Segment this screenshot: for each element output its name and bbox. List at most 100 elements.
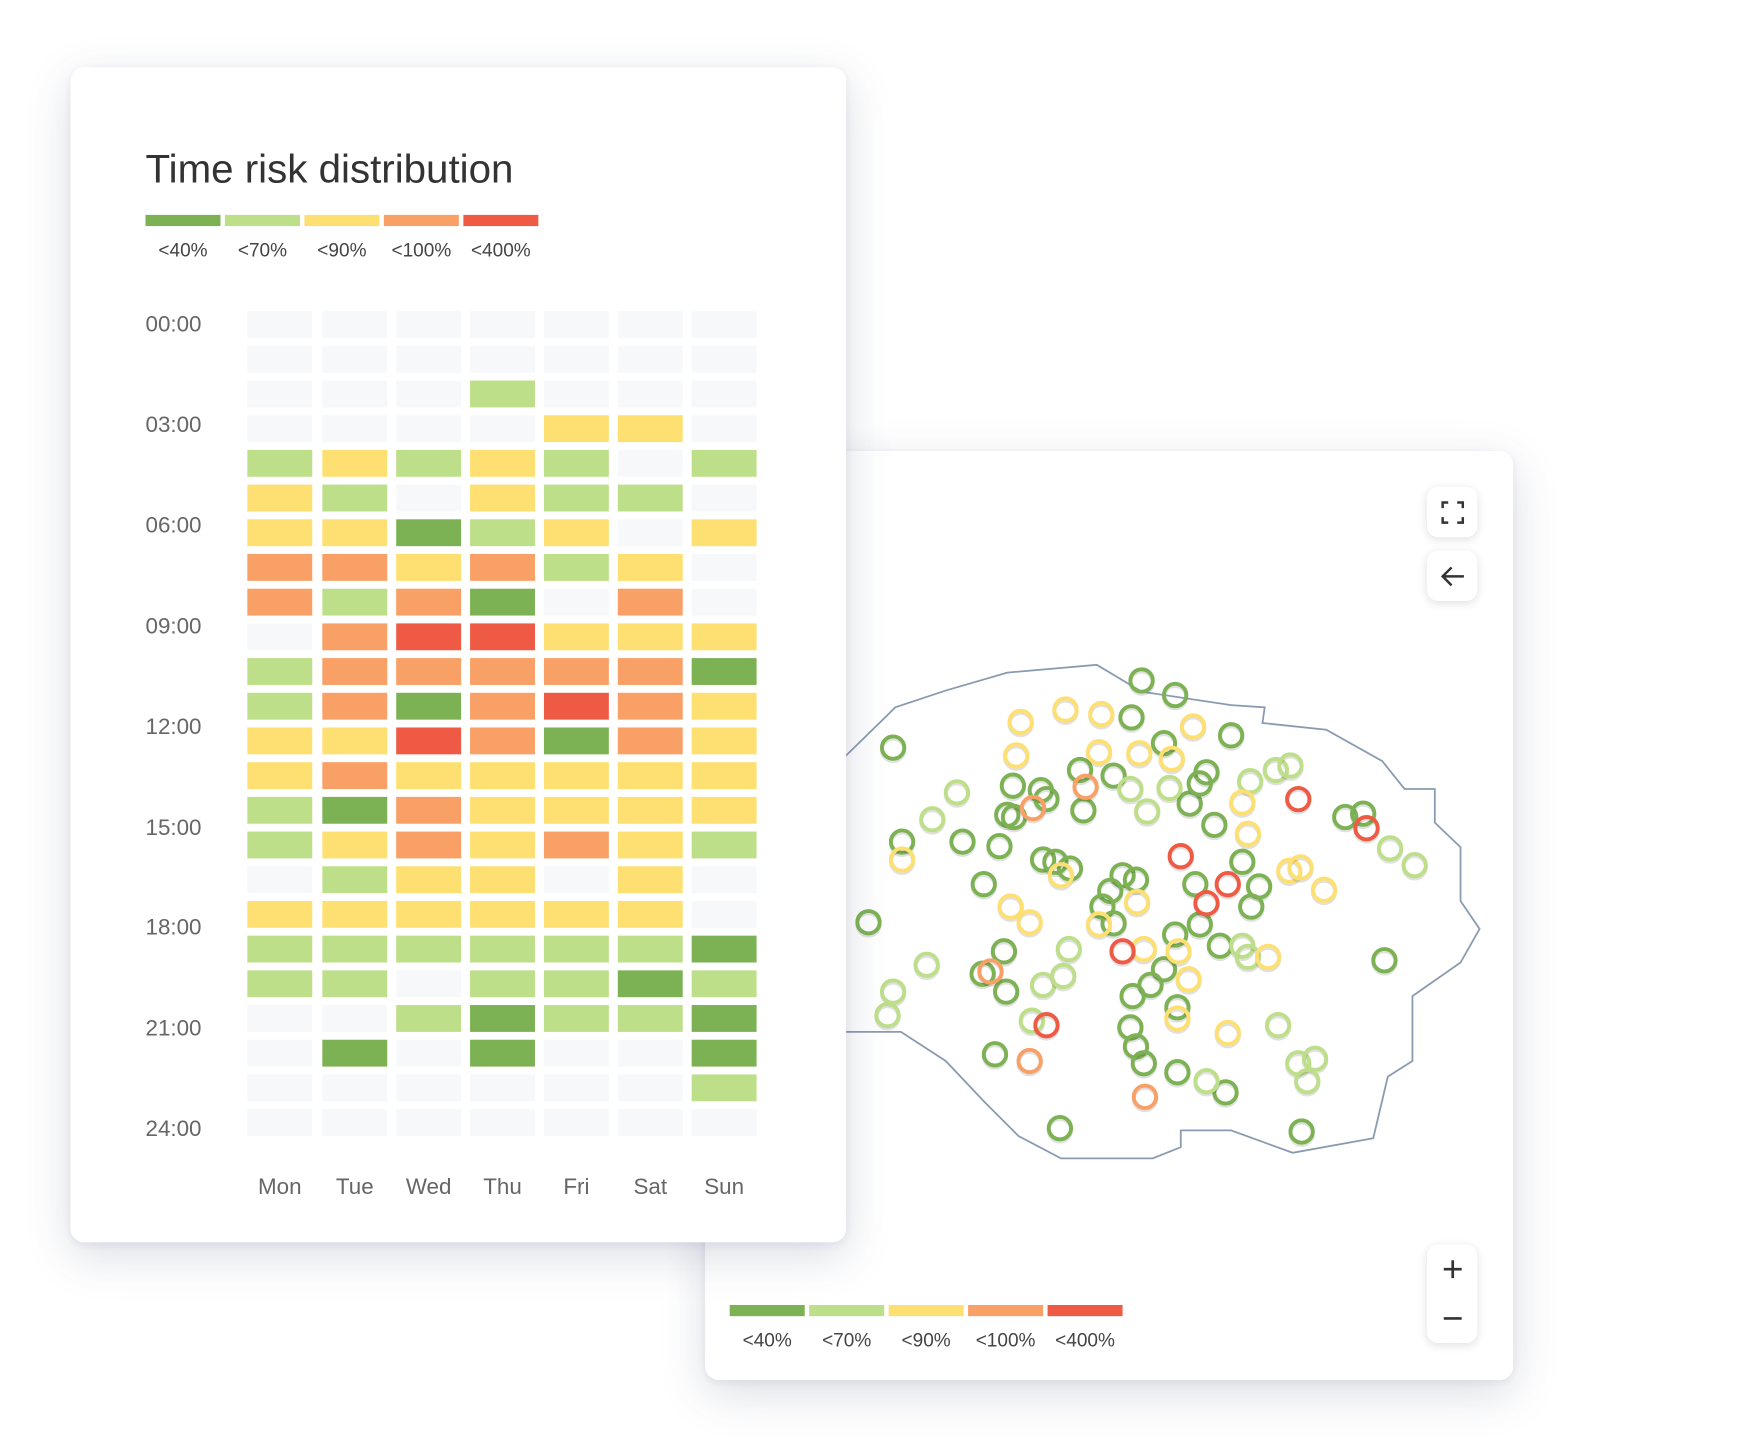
risk-point[interactable] xyxy=(1118,704,1145,731)
heatmap-cell[interactable] xyxy=(617,519,683,547)
risk-point[interactable] xyxy=(1097,877,1124,905)
heatmap-cell[interactable] xyxy=(617,831,683,859)
risk-point[interactable] xyxy=(993,978,1020,1005)
risk-point[interactable] xyxy=(1214,871,1241,898)
heatmap-cell[interactable] xyxy=(322,519,388,547)
fullscreen-button[interactable] xyxy=(1426,486,1478,538)
risk-point[interactable] xyxy=(1033,1012,1060,1039)
heatmap-cell[interactable] xyxy=(396,623,462,651)
heatmap-cell[interactable] xyxy=(396,554,462,581)
heatmap-cell[interactable] xyxy=(247,727,313,755)
risk-point[interactable] xyxy=(1401,851,1428,879)
heatmap-cell[interactable] xyxy=(470,831,535,859)
heatmap-cell[interactable] xyxy=(691,658,757,685)
risk-point[interactable] xyxy=(1310,876,1338,903)
heatmap-cell[interactable] xyxy=(617,762,683,790)
heatmap-cell[interactable] xyxy=(396,1005,462,1032)
risk-point[interactable] xyxy=(1201,811,1228,839)
risk-point[interactable] xyxy=(1285,785,1312,813)
heatmap-cell[interactable] xyxy=(322,449,388,477)
heatmap-cell[interactable] xyxy=(617,623,683,651)
risk-point[interactable] xyxy=(1350,800,1377,827)
heatmap-cell[interactable] xyxy=(470,554,535,581)
risk-point[interactable] xyxy=(1294,1067,1321,1095)
heatmap-cell[interactable] xyxy=(691,935,757,963)
risk-point[interactable] xyxy=(879,734,907,761)
heatmap-cell[interactable] xyxy=(617,658,683,685)
risk-point[interactable] xyxy=(1288,1118,1315,1145)
heatmap-cell[interactable] xyxy=(247,415,313,443)
heatmap-cell[interactable] xyxy=(247,900,313,928)
heatmap-cell[interactable] xyxy=(322,796,388,824)
heatmap-cell[interactable] xyxy=(617,449,683,477)
risk-point[interactable] xyxy=(1164,1059,1191,1086)
heatmap-cell[interactable] xyxy=(617,970,683,998)
heatmap-cell[interactable] xyxy=(470,1039,535,1067)
zoom-in-button[interactable] xyxy=(1427,1245,1477,1294)
risk-point[interactable] xyxy=(1029,846,1057,873)
heatmap-cell[interactable] xyxy=(247,380,313,408)
risk-point[interactable] xyxy=(1131,1083,1159,1110)
heatmap-cell[interactable] xyxy=(322,727,388,755)
heatmap-cell[interactable] xyxy=(543,796,609,824)
risk-point[interactable] xyxy=(986,832,1013,860)
heatmap-cell[interactable] xyxy=(543,762,609,790)
heatmap-cell[interactable] xyxy=(617,588,683,616)
heatmap-cell[interactable] xyxy=(543,970,609,998)
risk-point[interactable] xyxy=(1212,1079,1239,1106)
heatmap-cell[interactable] xyxy=(396,345,462,373)
risk-point[interactable] xyxy=(1371,947,1398,974)
heatmap-cell[interactable] xyxy=(396,866,462,894)
heatmap-cell[interactable] xyxy=(396,692,462,720)
heatmap-cell[interactable] xyxy=(396,484,462,512)
risk-point[interactable] xyxy=(981,1041,1009,1068)
heatmap-cell[interactable] xyxy=(322,311,388,338)
heatmap-cell[interactable] xyxy=(247,831,313,859)
risk-point[interactable] xyxy=(1085,738,1113,766)
heatmap-cell[interactable] xyxy=(691,449,757,477)
heatmap-cell[interactable] xyxy=(247,519,313,547)
risk-point[interactable] xyxy=(1301,1045,1329,1072)
risk-point[interactable] xyxy=(1050,962,1077,990)
risk-point[interactable] xyxy=(1182,871,1209,898)
heatmap-cell[interactable] xyxy=(691,623,757,651)
risk-point[interactable] xyxy=(1003,742,1030,769)
risk-point[interactable] xyxy=(977,958,1004,985)
risk-point[interactable] xyxy=(888,846,916,873)
risk-point[interactable] xyxy=(1217,722,1245,749)
heatmap-cell[interactable] xyxy=(691,727,757,755)
risk-point[interactable] xyxy=(1229,789,1256,816)
risk-point[interactable] xyxy=(1277,752,1304,779)
risk-point[interactable] xyxy=(1193,1067,1220,1095)
heatmap-cell[interactable] xyxy=(470,866,535,894)
risk-point[interactable] xyxy=(888,828,916,855)
heatmap-cell[interactable] xyxy=(322,415,388,443)
heatmap-cell[interactable] xyxy=(617,380,683,408)
risk-point[interactable] xyxy=(1229,848,1256,875)
heatmap-cell[interactable] xyxy=(691,519,757,547)
risk-point[interactable] xyxy=(913,951,940,978)
heatmap-cell[interactable] xyxy=(691,796,757,824)
risk-point[interactable] xyxy=(943,779,971,806)
heatmap-cell[interactable] xyxy=(396,415,462,443)
risk-point[interactable] xyxy=(1019,794,1047,822)
heatmap-cell[interactable] xyxy=(470,900,535,928)
heatmap-cell[interactable] xyxy=(322,1005,388,1032)
risk-point[interactable] xyxy=(1016,1047,1043,1075)
heatmap-cell[interactable] xyxy=(396,588,462,616)
heatmap-cell[interactable] xyxy=(470,727,535,755)
heatmap-cell[interactable] xyxy=(617,1039,683,1067)
risk-point[interactable] xyxy=(1123,888,1151,916)
risk-point[interactable] xyxy=(1085,911,1113,938)
risk-point[interactable] xyxy=(919,806,946,833)
heatmap-cell[interactable] xyxy=(322,1039,388,1067)
risk-point[interactable] xyxy=(1264,1012,1292,1039)
heatmap-cell[interactable] xyxy=(322,588,388,616)
risk-point[interactable] xyxy=(1376,835,1404,862)
heatmap-cell[interactable] xyxy=(247,623,313,651)
risk-point[interactable] xyxy=(990,938,1018,965)
risk-point[interactable] xyxy=(1066,756,1094,784)
heatmap-cell[interactable] xyxy=(322,623,388,651)
risk-point[interactable] xyxy=(1033,785,1060,813)
heatmap-cell[interactable] xyxy=(322,554,388,581)
